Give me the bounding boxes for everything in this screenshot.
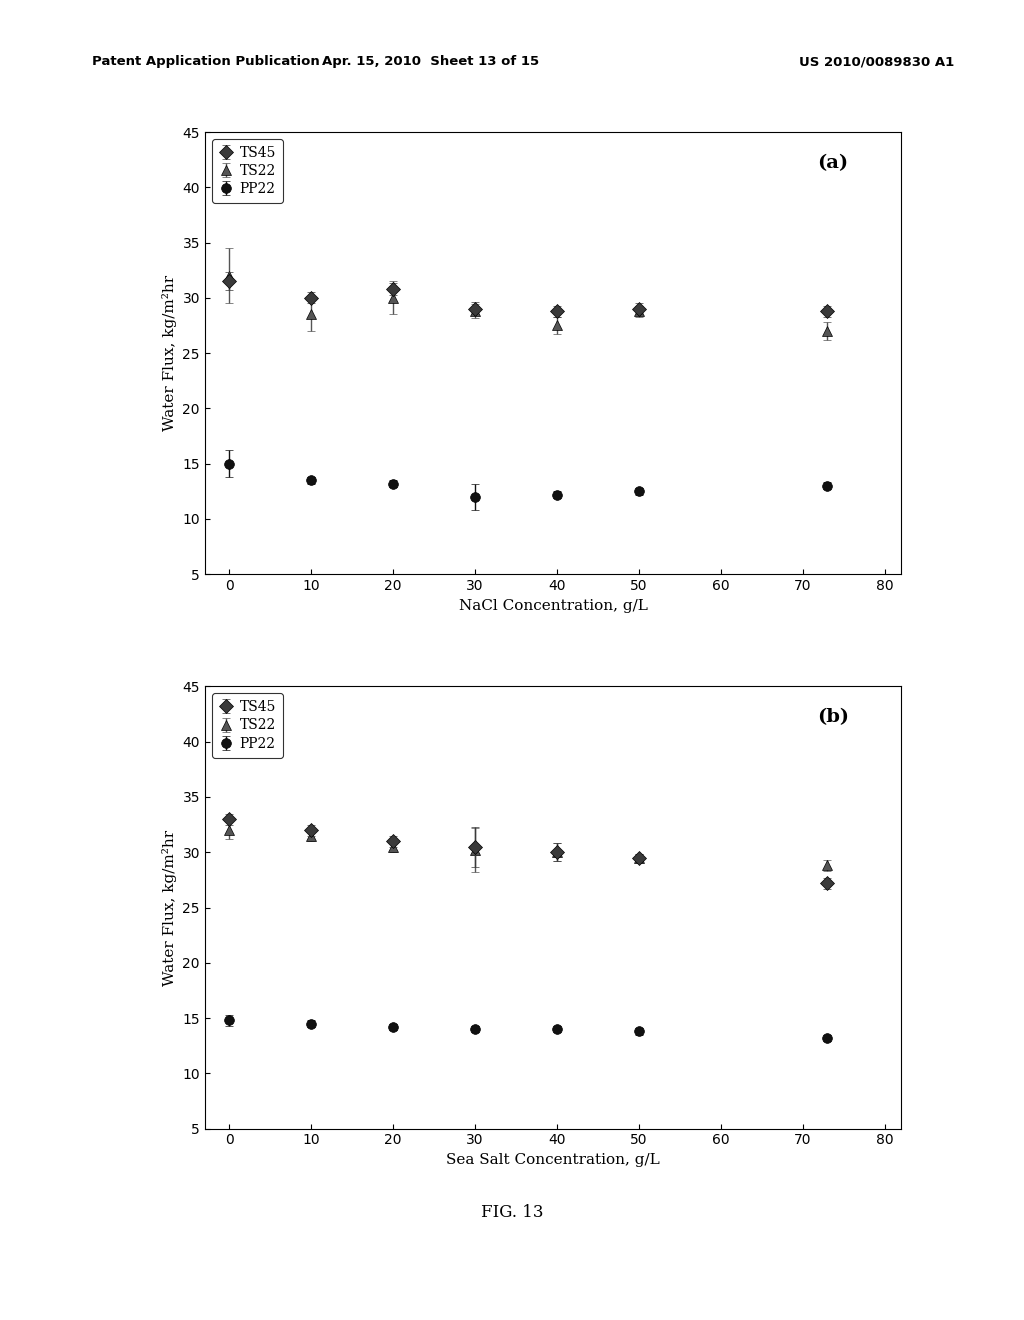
Legend: TS45, TS22, PP22: TS45, TS22, PP22 — [212, 139, 283, 203]
X-axis label: NaCl Concentration, g/L: NaCl Concentration, g/L — [459, 598, 647, 612]
Text: US 2010/0089830 A1: US 2010/0089830 A1 — [799, 55, 954, 69]
Y-axis label: Water Flux, kg/m²hr: Water Flux, kg/m²hr — [162, 275, 177, 432]
Y-axis label: Water Flux, kg/m²hr: Water Flux, kg/m²hr — [162, 829, 177, 986]
Legend: TS45, TS22, PP22: TS45, TS22, PP22 — [212, 693, 283, 758]
Text: Patent Application Publication: Patent Application Publication — [92, 55, 319, 69]
Text: Apr. 15, 2010  Sheet 13 of 15: Apr. 15, 2010 Sheet 13 of 15 — [322, 55, 539, 69]
X-axis label: Sea Salt Concentration, g/L: Sea Salt Concentration, g/L — [446, 1152, 659, 1167]
Text: (b): (b) — [817, 709, 850, 726]
Text: FIG. 13: FIG. 13 — [480, 1204, 544, 1221]
Text: (a): (a) — [817, 154, 849, 172]
